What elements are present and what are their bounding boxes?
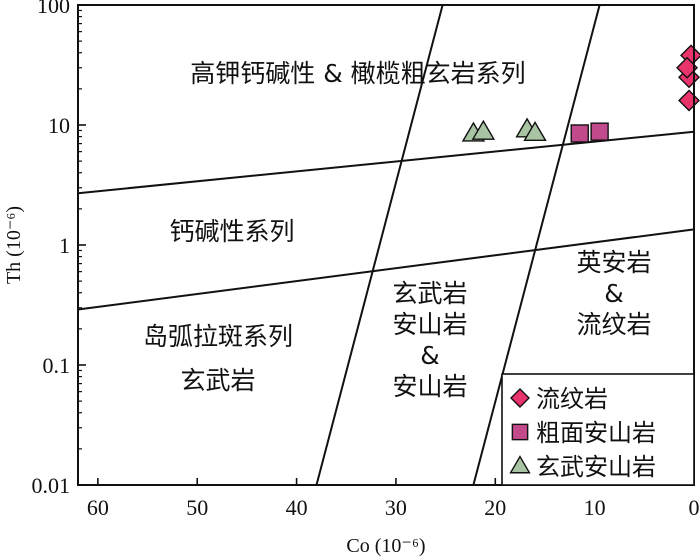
region-label-4-line-1: 玄武岩 <box>392 279 467 308</box>
x-tick-label: 10 <box>584 495 606 520</box>
y-axis-title: Th (10⁻⁶) <box>3 206 25 284</box>
legend-marker-triangle <box>509 455 531 474</box>
boundary-lines <box>77 4 695 486</box>
region-label-5-line-1: 英安岩 <box>576 248 651 277</box>
boundary-line-1 <box>77 130 695 195</box>
data-points <box>461 44 700 143</box>
legend-label: 玄武安山岩 <box>536 453 656 481</box>
boundary-line-3 <box>315 4 444 486</box>
legend-marker-diamond <box>510 388 530 408</box>
region-label-4-line-3: & <box>420 341 440 370</box>
x-tick-label: 20 <box>484 495 506 520</box>
x-tick-label: 40 <box>286 495 308 520</box>
legend-marker-square <box>511 423 529 441</box>
region-label-4-line-2: 安山岩 <box>392 310 467 339</box>
region-label-5-line-3: 流纹岩 <box>576 310 651 339</box>
x-tick-label: 30 <box>385 495 407 520</box>
boundary-line-2 <box>77 228 695 311</box>
region-label-4-line-4: 安山岩 <box>392 372 467 401</box>
legend-frame <box>501 373 695 486</box>
region-label-1-line-1: 高钾钙碱性 & 橄榄粗玄岩系列 <box>190 59 525 88</box>
legend-label: 粗面安山岩 <box>536 419 656 447</box>
region-label-3-line-1: 岛弧拉斑系列 <box>143 322 293 351</box>
region-label-3-line-2: 玄武岩 <box>180 366 255 395</box>
boundary-line-4 <box>472 4 601 486</box>
region-label-2-line-1: 钙碱性系列 <box>169 217 294 246</box>
x-tick-label: 60 <box>87 495 109 520</box>
x-tick-label: 0 <box>689 495 700 520</box>
y-tick-label: 0.01 <box>32 473 71 498</box>
point-diamond-4 <box>678 89 700 112</box>
region-labels: 高钾钙碱性 & 橄榄粗玄岩系列钙碱性系列岛弧拉斑系列玄武岩玄武岩安山岩&安山岩英… <box>143 59 652 401</box>
region-label-5-line-2: & <box>604 279 624 308</box>
legend-label: 流纹岩 <box>536 385 608 413</box>
y-tick-label: 100 <box>37 0 70 18</box>
point-triangle-4 <box>523 120 547 142</box>
y-axis: 0.01 0.1 1 10 100 <box>32 0 86 498</box>
point-square-2 <box>590 122 609 141</box>
x-axis: 60 50 40 30 20 10 0 <box>87 478 700 520</box>
y-tick-label: 10 <box>48 113 70 138</box>
point-triangle-2 <box>471 119 496 140</box>
y-tick-label: 1 <box>59 233 70 258</box>
x-tick-label: 50 <box>186 495 208 520</box>
point-square-1 <box>570 124 589 143</box>
y-tick-label: 0.1 <box>43 353 71 378</box>
x-axis-title: Co (10⁻⁶) <box>346 535 425 557</box>
